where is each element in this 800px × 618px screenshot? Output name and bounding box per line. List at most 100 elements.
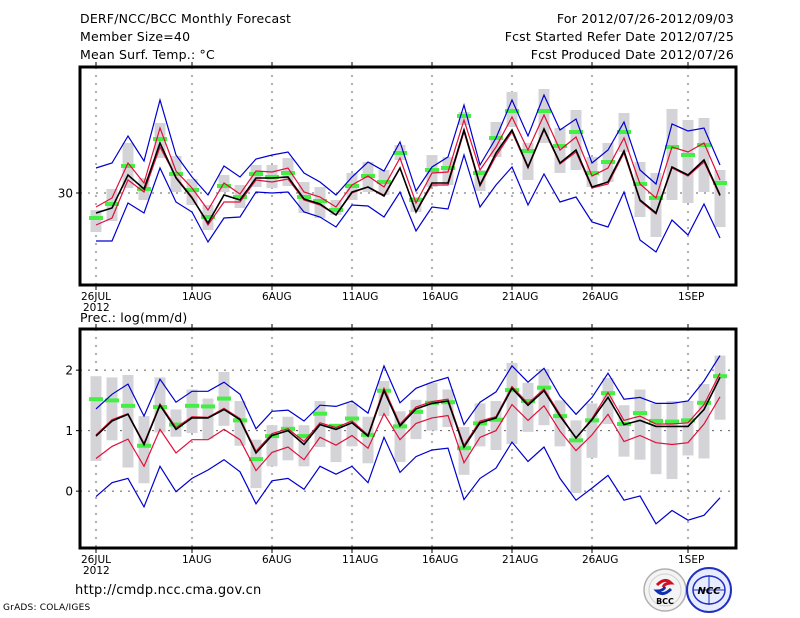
y-tick-label: 1 <box>65 424 73 438</box>
range-bar <box>714 355 726 420</box>
marker-dash <box>185 403 199 408</box>
x-tick-label: 26AUG <box>582 554 618 566</box>
range-bar <box>378 381 390 417</box>
x-tick-label: 1SEP <box>678 291 704 303</box>
marker-dash <box>665 419 679 424</box>
member-size: Member Size=40 <box>80 29 191 44</box>
marker-dash <box>585 171 599 175</box>
range-bar <box>666 400 678 480</box>
marker-dash <box>441 166 455 170</box>
upper-spread-line <box>95 372 721 453</box>
forecast-period: For 2012/07/26-2012/09/03 <box>556 11 734 26</box>
marker-dash <box>569 438 583 443</box>
marker-dash <box>281 171 295 175</box>
marker-dash <box>713 374 727 379</box>
range-bar <box>346 403 358 447</box>
range-bar <box>250 439 262 489</box>
marker-dash <box>345 416 359 421</box>
marker-dash <box>185 188 199 192</box>
plot-frame <box>78 65 738 287</box>
range-bar <box>538 368 550 426</box>
x-tick-label: 26AUG <box>582 291 618 303</box>
x-tick-year-label: 2012 <box>83 302 110 314</box>
range-bar <box>634 389 646 460</box>
x-tick-label: 16AUG <box>422 554 458 566</box>
x-tick-label: 16AUG <box>422 291 458 303</box>
marker-dash <box>297 195 311 199</box>
x-tick-label: 21AUG <box>502 554 538 566</box>
min-line <box>95 435 721 525</box>
range-bar <box>202 398 214 440</box>
precip-panel-title: Prec.: log(mm/d) <box>80 310 188 325</box>
marker-dash <box>537 385 551 390</box>
range-bar <box>522 143 534 180</box>
range-bar <box>90 376 102 461</box>
range-bar <box>602 378 614 424</box>
marker-dash <box>681 153 695 157</box>
min-line <box>96 152 721 253</box>
range-bar <box>714 170 726 227</box>
marker-dash <box>505 109 519 113</box>
bcc-logo-text: BCC <box>656 597 674 606</box>
range-bar <box>586 403 598 458</box>
range-bar <box>474 170 486 191</box>
range-bar <box>266 425 278 467</box>
ensemble-mean-line <box>95 377 721 455</box>
marker-dash <box>169 172 183 176</box>
y-tick-label: 2 <box>65 364 73 378</box>
fcst-produced-date: Fcst Produced Date 2012/07/26 <box>530 47 734 62</box>
plot-frame <box>78 327 738 550</box>
range-bar <box>106 377 118 441</box>
range-bar <box>490 400 502 450</box>
range-bar <box>138 416 150 484</box>
lower-spread-line <box>95 396 721 472</box>
marker-dash <box>249 457 263 462</box>
ncc-logo: NCC <box>686 566 732 614</box>
footer-url[interactable]: http://cmdp.ncc.cma.gov.cn <box>75 583 262 598</box>
x-tick-label: 6AUG <box>262 554 292 566</box>
x-tick-label: 1SEP <box>678 554 704 566</box>
marker-dash <box>521 398 535 403</box>
range-bar <box>410 399 422 440</box>
range-bar <box>682 120 694 203</box>
range-bar <box>650 403 662 475</box>
x-tick-label: 1AUG <box>182 291 212 303</box>
marker-dash <box>121 164 135 168</box>
marker-dash <box>297 434 311 439</box>
y-tick-label: 0 <box>65 485 73 499</box>
marker-dash <box>569 130 583 134</box>
range-bar <box>698 118 710 192</box>
marker-dash <box>201 215 215 219</box>
marker-dash <box>489 417 503 422</box>
variable-label: Mean Surf. Temp.: °C <box>80 47 215 62</box>
marker-dash <box>697 143 711 147</box>
marker-dash <box>89 216 103 220</box>
marker-dash <box>649 418 663 423</box>
marker-dash <box>105 398 119 403</box>
x-tick-label: 26JUL <box>81 291 111 303</box>
marker-dash <box>553 144 567 148</box>
marker-dash <box>153 137 167 141</box>
range-bar <box>442 389 454 428</box>
x-tick-label: 6AUG <box>262 291 292 303</box>
range-bar <box>394 411 406 463</box>
marker-dash <box>265 175 279 179</box>
range-bar <box>426 382 438 431</box>
range-bar <box>570 110 582 170</box>
marker-dash <box>425 168 439 172</box>
range-bar <box>506 362 518 444</box>
range-bar <box>634 162 646 217</box>
range-bar <box>298 425 310 467</box>
marker-dash <box>217 396 231 401</box>
range-bar <box>362 416 374 464</box>
marker-dash <box>505 388 519 393</box>
range-bar <box>330 426 342 463</box>
ensemble-mean-line <box>95 127 721 225</box>
marker-dash <box>713 181 727 185</box>
range-bar <box>282 416 294 461</box>
marker-dash <box>633 411 647 416</box>
marker-dash <box>473 171 487 175</box>
